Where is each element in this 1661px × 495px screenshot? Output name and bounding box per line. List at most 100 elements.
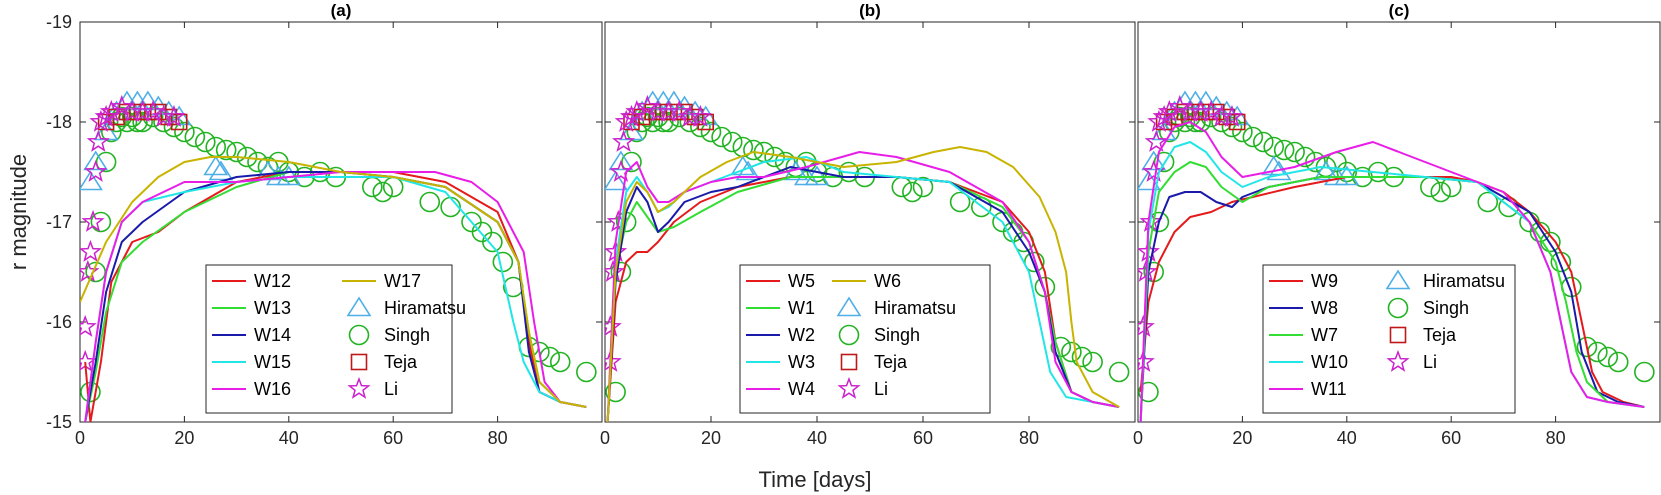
legend-label: Teja (1423, 325, 1457, 345)
legend-item-singh: Singh (838, 324, 920, 346)
legend-item-w17: W17 (342, 271, 421, 291)
x-tick-label: 0 (600, 428, 610, 448)
series-line-w11 (1139, 121, 1645, 422)
legend-item-w11: W11 (1269, 379, 1347, 399)
legend-label: Singh (1423, 298, 1469, 318)
singh-point (174, 121, 195, 143)
x-tick-label: 60 (913, 428, 933, 448)
singh-point (163, 116, 185, 138)
singh-point (902, 181, 923, 203)
y-tick-label: -15 (46, 412, 72, 432)
singh-point (419, 191, 441, 213)
singh-point (838, 161, 860, 183)
legend-label: Singh (874, 325, 920, 345)
singh-point (1430, 181, 1452, 203)
panel-title: (b) (859, 1, 881, 20)
legend-label: W1 (788, 298, 815, 318)
singh-point (576, 361, 597, 383)
legend-label: W15 (254, 352, 291, 372)
x-tick-label: 0 (1133, 428, 1143, 448)
singh-point (482, 231, 503, 253)
singh-point (184, 126, 206, 148)
li-point (80, 314, 97, 337)
li-point (99, 99, 123, 122)
panel-b: (b) 0 20 40 60 80 W5 W1 W2 W3 W4 W6 Hiramatsu Singh Te… (600, 1, 1136, 448)
legend-item-w16: W16 (212, 379, 291, 399)
hiramatsu-point (1141, 150, 1167, 171)
hiramatsu-point (203, 155, 229, 176)
singh-point (1108, 361, 1130, 383)
legend-label: W12 (254, 271, 291, 291)
legend-label: W5 (788, 271, 815, 291)
singh-point (132, 111, 153, 133)
x-tick-label: 60 (1441, 428, 1461, 448)
singh-point (215, 139, 237, 161)
li-point (605, 259, 625, 282)
x-tick-label: 20 (174, 428, 194, 448)
singh-point (90, 211, 112, 233)
legend-label: Li (1423, 352, 1437, 372)
legend-swatch-marker (836, 296, 862, 317)
legend-swatch-marker (348, 324, 370, 346)
singh-point (1071, 346, 1093, 368)
legend-swatch-marker (346, 296, 372, 317)
legend-label: W11 (1311, 379, 1347, 399)
singh-point (1336, 161, 1358, 183)
legend-label: W17 (384, 271, 421, 291)
obs-hiramatsu (80, 90, 302, 191)
legend-item-teja: Teja (350, 352, 418, 372)
panel-title: (c) (1389, 1, 1410, 20)
y-axis-label: r magnitude (6, 154, 31, 270)
singh-point (621, 151, 642, 173)
legend-swatch-marker (1385, 269, 1411, 290)
x-tick-label: 80 (1019, 428, 1039, 448)
legend-label: W2 (788, 325, 815, 345)
x-axis-label: Time [days] (759, 467, 872, 492)
singh-point (721, 131, 743, 153)
singh-point (1634, 361, 1655, 383)
series-line-w4 (606, 151, 1120, 422)
hiramatsu-point (208, 160, 234, 181)
li-point (609, 159, 633, 182)
li-point (1157, 99, 1181, 122)
singh-point (95, 151, 117, 173)
plot-content (80, 90, 597, 422)
series-line-w6 (606, 146, 1120, 422)
hiramatsu-point (605, 170, 629, 191)
legend-item-w6: W6 (832, 271, 901, 291)
hiramatsu-point (156, 100, 182, 121)
legend: W12 W13 W14 W15 W16 W17 Hiramatsu Singh Teja Li (205, 264, 466, 414)
singh-point (226, 141, 247, 163)
legend-label: W10 (1311, 352, 1348, 372)
singh-point (949, 191, 971, 213)
singh-point (372, 181, 394, 203)
y-tick-label: -17 (46, 212, 72, 232)
singh-point (690, 116, 711, 138)
legend-swatch-marker (350, 353, 368, 371)
singh-point (1061, 341, 1082, 363)
singh-point (743, 139, 764, 161)
legend-label: Hiramatsu (384, 298, 466, 318)
series-line-w16 (84, 171, 587, 422)
li-point (86, 129, 110, 152)
li-point (162, 104, 186, 127)
singh-point (549, 351, 571, 373)
legend-label: Hiramatsu (874, 298, 956, 318)
singh-point (1294, 146, 1316, 168)
singh-point (658, 111, 679, 133)
legend-item-w15: W15 (212, 352, 291, 372)
singh-point (1221, 116, 1243, 138)
y-tick-label: -19 (46, 12, 72, 32)
legend-item-w14: W14 (212, 325, 291, 345)
x-tick-label: 40 (1337, 428, 1357, 448)
legend-label: Li (384, 379, 398, 399)
singh-point (1607, 351, 1629, 373)
legend-item-w10: W10 (1269, 352, 1348, 372)
legend-label: W3 (788, 352, 815, 372)
legend-item-w2: W2 (746, 325, 815, 345)
x-tick-label: 40 (279, 428, 299, 448)
li-point (1199, 99, 1223, 122)
legend-label: Singh (384, 325, 430, 345)
hiramatsu-point (1334, 165, 1360, 186)
obs-li (1138, 94, 1244, 372)
